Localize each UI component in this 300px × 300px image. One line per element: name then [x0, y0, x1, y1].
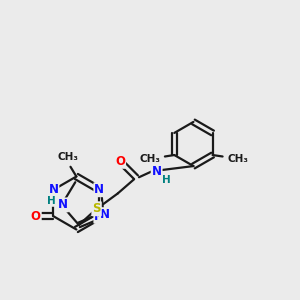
- Text: CH₃: CH₃: [139, 154, 160, 164]
- Text: N: N: [152, 166, 162, 178]
- Text: O: O: [31, 210, 41, 223]
- Text: N: N: [58, 198, 68, 212]
- Text: O: O: [115, 155, 125, 168]
- Text: H: H: [47, 196, 56, 206]
- Text: S: S: [92, 202, 101, 215]
- Text: N: N: [94, 183, 104, 196]
- Text: N: N: [48, 183, 59, 196]
- Text: H: H: [162, 175, 170, 185]
- Text: N: N: [94, 210, 104, 223]
- Text: N: N: [100, 208, 110, 221]
- Text: CH₃: CH₃: [227, 154, 248, 164]
- Text: CH₃: CH₃: [58, 152, 79, 162]
